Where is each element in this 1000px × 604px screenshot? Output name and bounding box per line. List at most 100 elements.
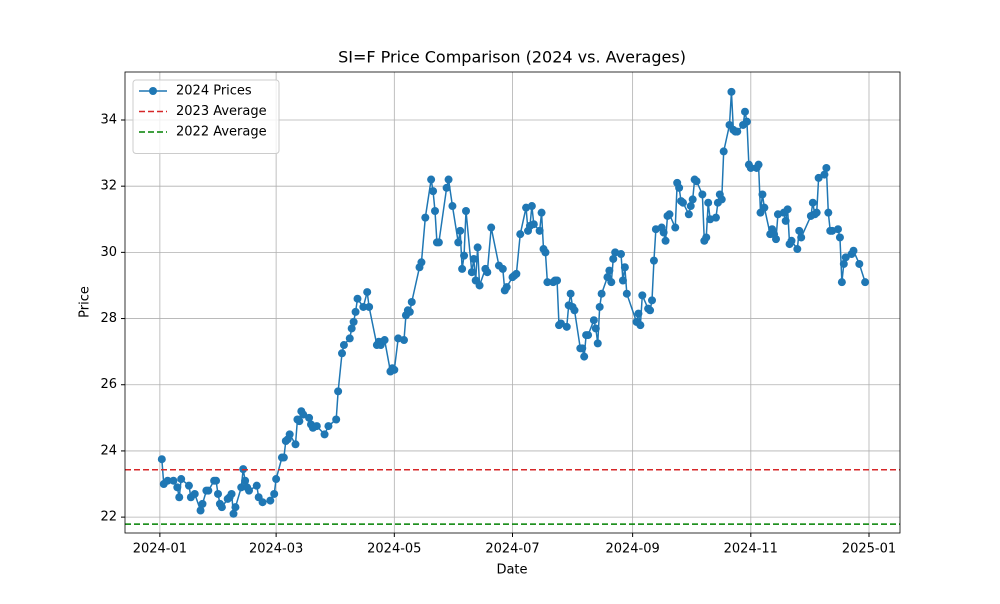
data-point [570,306,579,315]
data-point [692,177,701,186]
data-point [812,208,821,217]
data-point [746,163,755,172]
data-point [217,503,226,512]
x-axis-label: Date [496,563,527,578]
chart-title: SI=F Price Comparison (2024 vs. Averages… [338,48,686,67]
data-point [634,309,643,318]
data-point [793,245,802,254]
data-point [719,147,728,156]
data-point [460,251,469,260]
x-tick-label: 2024-05 [367,542,421,557]
data-point [702,233,711,242]
data-point [407,298,416,307]
data-point [578,344,587,353]
data-point [733,127,742,136]
data-point [591,324,600,333]
legend-label: 2024 Prices [176,84,252,99]
data-point [671,223,680,232]
data-point [295,417,304,426]
data-point [467,268,476,277]
data-point [345,334,354,343]
data-point [607,278,616,287]
data-point [237,483,246,492]
data-point [795,226,804,235]
y-tick-label: 30 [100,245,117,260]
data-point [270,489,279,498]
data-point [835,233,844,242]
data-point [157,455,166,464]
data-point [566,289,575,298]
data-point [405,307,414,316]
data-point [580,352,589,361]
data-point [686,202,695,211]
data-point [332,415,341,424]
data-point [380,336,389,345]
data-point [487,223,496,232]
data-point [659,228,668,237]
data-point [684,210,693,219]
data-point [427,175,436,184]
data-point [241,476,250,485]
data-point [334,387,343,396]
data-point [841,253,850,262]
data-point [400,336,408,345]
data-point [498,264,507,273]
data-point [589,316,598,325]
data-point [704,198,713,207]
data-point [347,324,356,333]
data-point [502,283,511,292]
data-point [618,276,627,285]
x-tick-label: 2024-07 [485,542,539,557]
data-point [184,481,193,490]
legend-label: 2022 Average [176,125,267,140]
data-point [783,205,792,214]
data-point [229,509,238,518]
data-point [421,213,430,222]
data-point [834,225,842,234]
data-point [431,206,439,215]
x-tick-label: 2024-01 [133,542,187,557]
data-point [742,117,751,126]
data-point [434,238,443,247]
legend-marker [149,87,157,95]
data-point [312,422,321,431]
plot-frame [124,71,901,534]
data-point [227,489,236,498]
data-point [231,503,240,512]
data-point [553,276,562,285]
data-point [820,170,829,179]
data-point [535,226,544,235]
data-point [638,291,647,300]
data-point [169,476,178,485]
data-point [475,281,484,290]
data-point [454,238,463,247]
data-point [636,321,645,330]
data-point [305,413,314,422]
data-point [266,496,275,505]
data-point [245,486,253,495]
data-point [258,498,267,507]
y-tick-label: 32 [100,179,117,194]
data-point [781,216,790,225]
data-point [808,198,817,207]
data-point [512,269,521,278]
data-point [758,190,767,199]
data-point [473,243,482,252]
data-point [196,506,205,515]
data-point [824,208,833,217]
data-point [390,365,399,374]
data-point [353,294,362,303]
data-point [456,226,465,235]
data-point [661,236,670,245]
data-point [688,195,697,204]
data-point [458,264,467,273]
data-point [617,250,625,259]
data-point [365,302,374,311]
data-point [212,476,221,485]
data-point [527,202,536,211]
data-point [359,302,368,311]
data-point [279,453,288,462]
data-point [163,476,172,485]
